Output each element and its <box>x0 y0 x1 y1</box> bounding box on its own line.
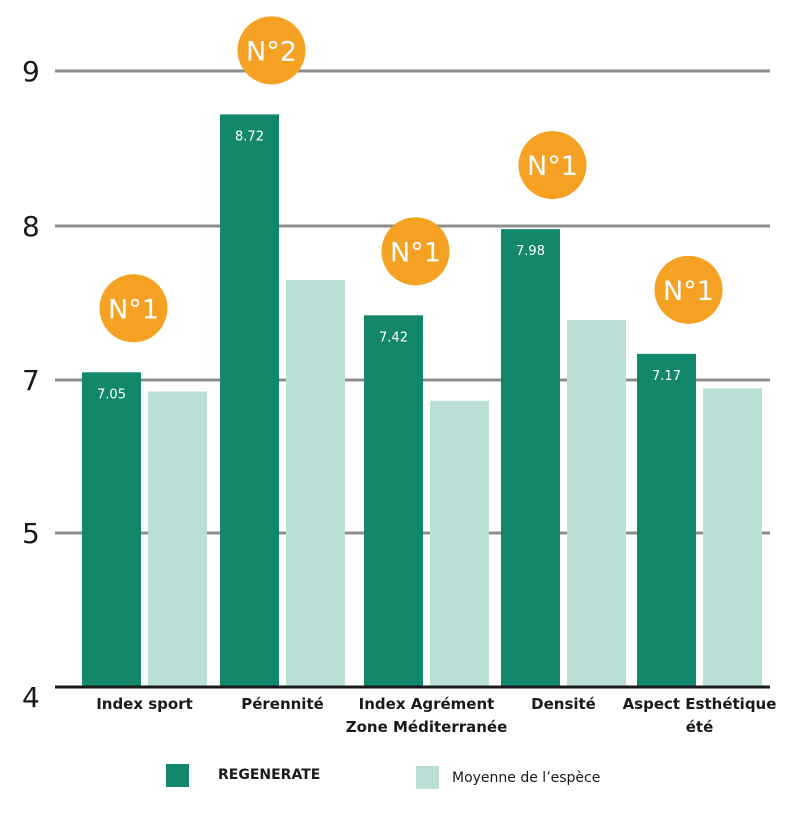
category-label: Index Agrément <box>359 695 495 713</box>
data-label: 8.72 <box>235 129 264 144</box>
rank-badge <box>99 274 168 343</box>
rank-badge-label: N°1 <box>527 151 578 182</box>
category-label: Zone Méditerranée <box>346 718 508 736</box>
rank-badge-label: N°1 <box>390 237 441 268</box>
data-label: 7.17 <box>652 369 681 384</box>
rank-badge <box>237 16 306 85</box>
legend-label-moyenne: Moyenne de l’espèce <box>452 770 600 786</box>
legend-label-regenerate: REGENERATE <box>218 767 320 783</box>
bar-regenerate <box>82 372 141 687</box>
y-tick-label: 4 <box>22 681 40 714</box>
y-tick-label: 5 <box>22 517 40 550</box>
legend-swatch-moyenne <box>416 766 439 789</box>
bar-regenerate <box>220 114 279 687</box>
bar-regenerate <box>637 353 696 687</box>
y-tick-label: 7 <box>22 364 40 397</box>
category-label: été <box>686 718 714 736</box>
category-label: Pérennité <box>241 695 324 713</box>
rank-badge <box>381 217 450 286</box>
bar-regenerate <box>364 315 423 687</box>
bar-moyenne <box>703 388 762 687</box>
rank-badge <box>654 255 723 324</box>
data-label: 7.42 <box>379 330 408 345</box>
legend-swatch-regenerate <box>166 764 189 787</box>
y-tick-label: 9 <box>22 55 40 88</box>
rank-badge-label: N°1 <box>108 294 159 325</box>
bar-moyenne <box>567 319 626 687</box>
category-label: Index sport <box>96 695 193 713</box>
category-label: Densité <box>531 695 596 713</box>
bar-regenerate <box>501 229 560 687</box>
rank-badge <box>518 131 587 200</box>
data-label: 7.05 <box>97 387 126 402</box>
category-label: Aspect Esthétique <box>623 695 777 713</box>
rank-badge-label: N°1 <box>663 276 714 307</box>
data-label: 7.98 <box>516 244 545 259</box>
bar-moyenne <box>286 279 345 687</box>
y-tick-label: 8 <box>22 210 40 243</box>
bar-moyenne <box>148 391 207 687</box>
bar-moyenne <box>430 400 489 687</box>
rank-badge-label: N°2 <box>246 36 297 67</box>
